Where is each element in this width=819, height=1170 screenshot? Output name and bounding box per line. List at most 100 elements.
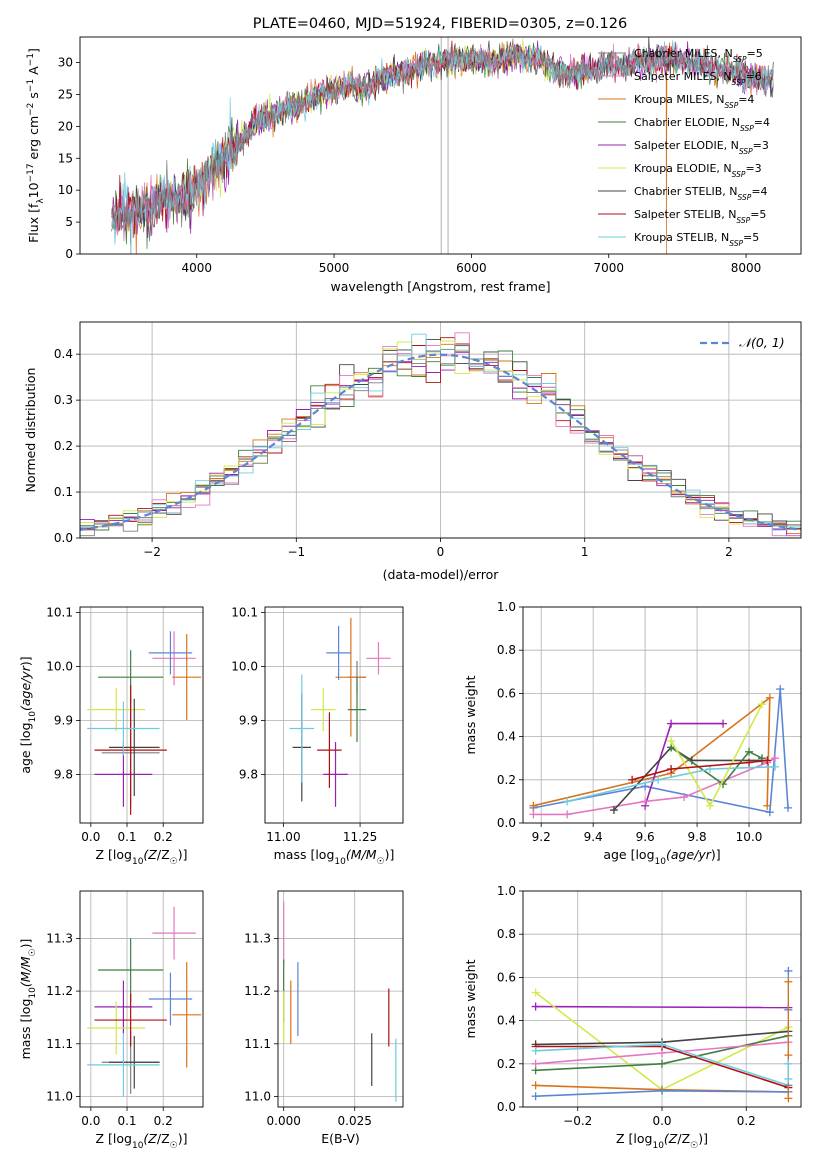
x-tick-label: 11.00	[266, 830, 300, 844]
y-tick-label: 0.6	[497, 686, 516, 700]
errorbar-point	[87, 688, 146, 732]
x-tick-label: 0.2	[154, 1114, 173, 1128]
spectrum-panel: 4000 5000 6000 7000 8000 0 5 10 15 20 25 30 waveleng…	[26, 36, 802, 294]
spectrum-plot-area	[111, 37, 774, 254]
x-tick-label: 11.25	[343, 830, 377, 844]
mass-weight-line	[670, 703, 763, 808]
errorbar-point	[87, 1033, 160, 1097]
mass-weight-line	[631, 759, 768, 781]
y-tick-label: 5	[65, 215, 73, 229]
plus-marker	[641, 797, 650, 806]
weight_vs_age-ylabel: mass weight	[463, 675, 478, 754]
y-tick-label: 1.0	[497, 884, 516, 898]
y-tick-label: 0.2	[497, 773, 516, 787]
y-tick-label: 20	[58, 119, 73, 133]
x-tick-label: 5000	[319, 261, 350, 275]
y-tick-label: 9.9	[239, 713, 258, 727]
normal-reference-curve	[80, 353, 801, 531]
errorbar-point	[326, 625, 351, 680]
mass_vs_Z-xlabel: Z [log10(Z/Z☉)]	[96, 1131, 188, 1151]
errorbar-point	[108, 1035, 160, 1089]
x-tick-label: 0.1	[117, 1114, 136, 1128]
plus-marker	[745, 758, 754, 767]
x-tick-label: 8000	[731, 261, 762, 275]
y-tick-label: 0.4	[54, 347, 73, 361]
y-tick-label: 9.9	[54, 713, 73, 727]
plus-marker	[719, 719, 728, 728]
weight_vs_Z-panel: −0.2 0.0 0.2 0.0 0.2 0.4 0.6 0.8 1.0 Z [log10(Z/Z…	[463, 884, 802, 1151]
plus-marker	[609, 806, 618, 815]
age_vs_Z-xlabel: Z [log10(Z/Z☉)]	[96, 847, 188, 867]
plus-marker	[784, 803, 793, 812]
mass-weight-line	[533, 689, 789, 814]
y-tick-label: 9.8	[239, 767, 258, 781]
mass_vs_Z-panel: 0.0 0.1 0.2 11.0 11.1 11.2 11.3 Z [log10(Z/Z☉)]…	[18, 890, 204, 1151]
age_vs_mass-plot-area	[289, 617, 391, 807]
mass-weight-line	[533, 757, 776, 816]
residuals-panel: −2 −1 0 1 2 0.0 0.1 0.2 0.3 0.4 (data-model)/error…	[23, 321, 802, 582]
plus-marker	[763, 801, 772, 810]
y-tick-label: 0.0	[497, 816, 516, 830]
age_vs_mass-panel: 11.00 11.25 9.8 9.9 10.0 10.1 mass [log10(M/M☉…	[231, 605, 404, 867]
plus-marker	[667, 736, 676, 745]
weight_vs_age-xlabel: age [log10(age/yr)]	[603, 847, 720, 867]
residuals-legend: 𝒩(0, 1)	[700, 335, 785, 350]
plus-marker	[628, 775, 637, 784]
y-tick-label: 15	[58, 151, 73, 165]
weight_vs_Z-plot-area	[531, 966, 793, 1103]
y-tick-label: 9.8	[54, 767, 73, 781]
plus-marker	[667, 719, 676, 728]
plus-marker	[680, 793, 689, 802]
y-tick-label: 0.0	[497, 1100, 516, 1114]
errorbar-point	[152, 906, 196, 960]
plus-marker	[529, 801, 538, 810]
y-tick-label: 0.4	[497, 1014, 516, 1028]
chart-layer: 4000 5000 6000 7000 8000051015202530waveleng…	[18, 36, 802, 1151]
y-tick-label: 25	[58, 87, 73, 101]
legend-label: Kroupa MILES, NSSP=4	[634, 93, 754, 110]
errorbar-point	[148, 972, 193, 1026]
plus-marker	[531, 1046, 540, 1055]
weight_vs_age-frame	[522, 606, 802, 824]
y-tick-label: 30	[58, 56, 73, 70]
legend-label: 𝒩(0, 1)	[739, 335, 785, 350]
x-tick-label: 0.000	[267, 1114, 301, 1128]
errorbar-point	[347, 677, 367, 742]
y-tick-label: 11.3	[46, 931, 73, 945]
x-tick-label: 7000	[593, 261, 624, 275]
y-tick-label: 0.0	[54, 531, 73, 545]
figure-title: PLATE=0460, MJD=51924, FIBERID=0305, z=0…	[253, 16, 627, 32]
errorbar-point	[335, 617, 367, 737]
plus-marker	[658, 1040, 666, 1049]
spectrum-model-line	[111, 40, 774, 254]
spectrum-frame	[79, 36, 802, 255]
age_vs_mass-xlabel: mass [log10(M/M☉)]	[274, 847, 395, 867]
plus-marker	[531, 1081, 540, 1090]
errorbar-point	[87, 1001, 146, 1055]
spectrum-legend: Chabrier MILES, NSSP=5 Salpeter MILES, NS…	[598, 47, 770, 248]
legend-label: Kroupa ELODIE, NSSP=3	[634, 162, 762, 179]
errorbar-point	[172, 634, 202, 721]
plus-marker	[531, 1059, 540, 1068]
errorbar-point	[323, 742, 348, 807]
plus-marker	[658, 1059, 666, 1068]
x-tick-label: −0.2	[563, 1114, 592, 1128]
plus-marker	[765, 808, 774, 817]
y-tick-label: 11.3	[244, 931, 271, 945]
residuals-frame	[79, 321, 802, 539]
y-tick-label: 0.3	[54, 393, 73, 407]
errorbar-point	[148, 631, 193, 675]
plus-marker	[563, 810, 572, 819]
errorbar-point	[289, 674, 315, 783]
residuals-plot-area	[80, 332, 801, 538]
errorbar-point	[317, 712, 342, 788]
plus-marker	[529, 810, 538, 819]
y-tick-label: 11.1	[244, 1037, 271, 1051]
weight_vs_Z-ylabel: mass weight	[463, 959, 478, 1038]
plus-marker	[765, 693, 774, 702]
plus-marker	[771, 762, 780, 771]
y-tick-label: 10	[58, 183, 73, 197]
y-tick-label: 0.8	[497, 927, 516, 941]
y-tick-label: 11.0	[244, 1089, 271, 1103]
